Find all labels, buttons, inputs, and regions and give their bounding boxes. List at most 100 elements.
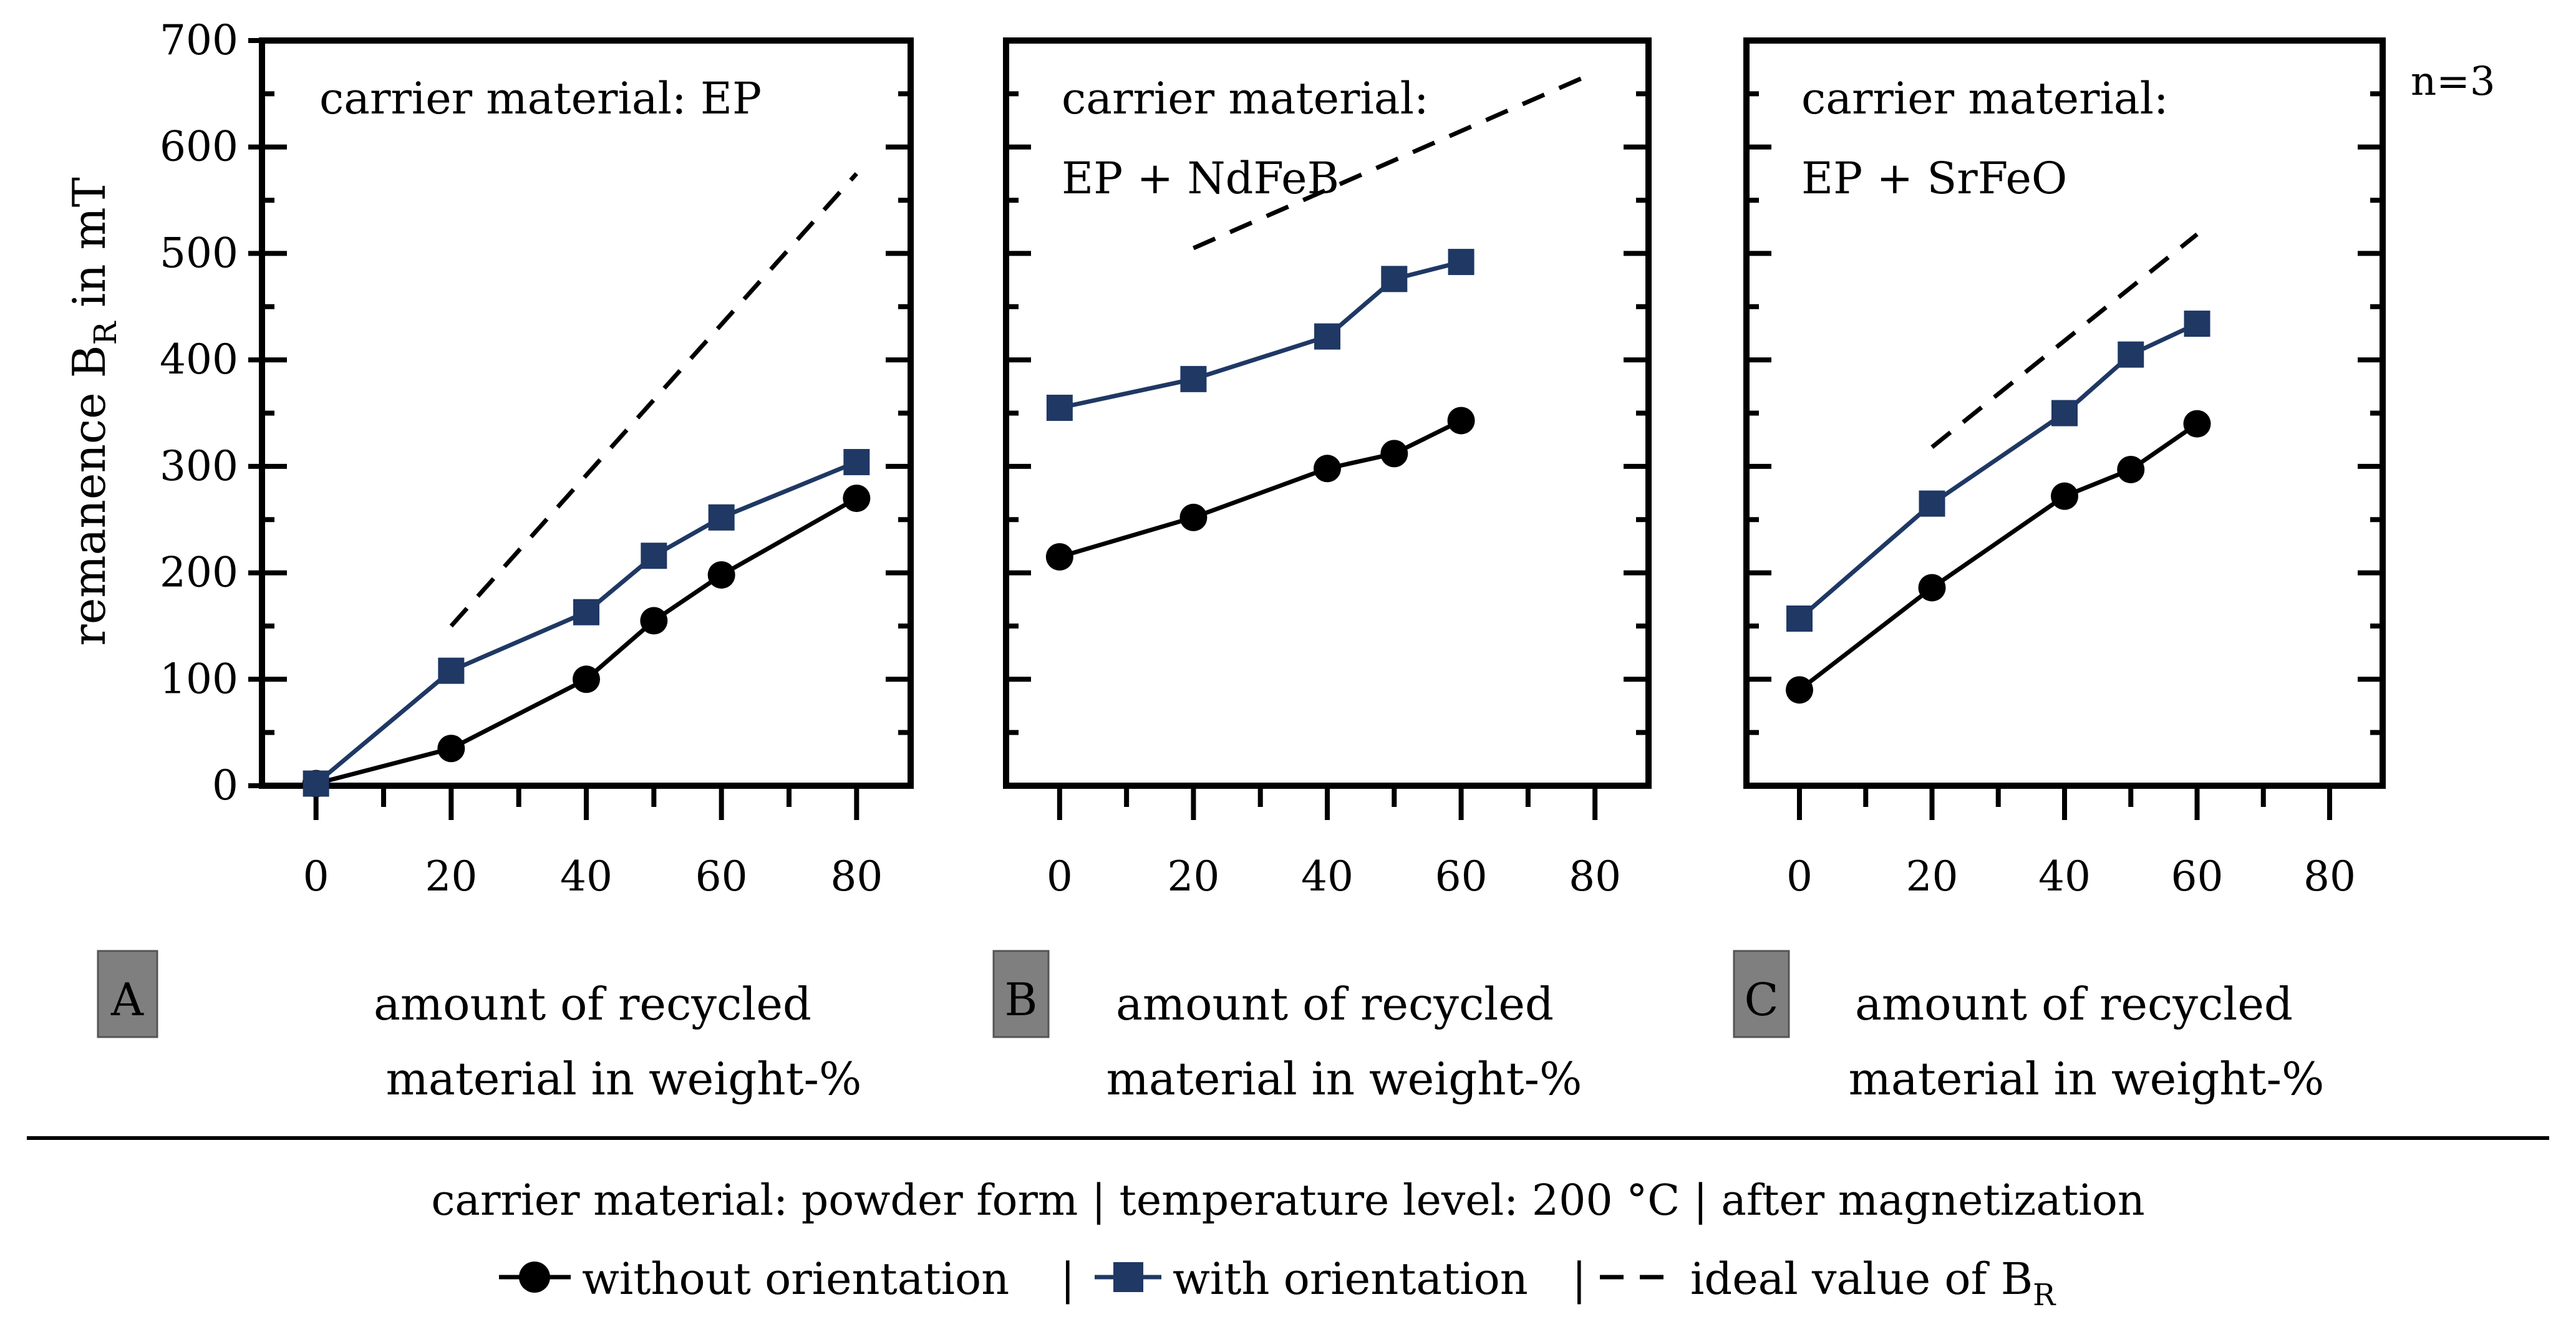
panel-b-annotation-line-2: EP + NdFeB	[1062, 153, 1339, 204]
panel-a-label: A	[110, 973, 144, 1026]
panel-c-x-tick-label-0: 0	[1786, 852, 1813, 900]
panel-b-with-orientation-point	[1046, 394, 1073, 421]
panel-b-without-orientation-point	[1179, 503, 1208, 531]
y-axis-title-main: remanence B	[63, 345, 115, 645]
panel-a-with-orientation-point	[843, 449, 870, 476]
panel-a-with-orientation-point	[641, 543, 667, 569]
panel-b-with-orientation-point	[1314, 323, 1340, 350]
panel-a-with-orientation-point	[573, 599, 599, 625]
panel-b-annotation-line-1: carrier material:	[1062, 73, 1429, 124]
panel-c-x-tick-label-20: 20	[1906, 852, 1959, 900]
legend-without-marker	[519, 1262, 550, 1293]
panel-b-y-major-ticks	[1006, 144, 1649, 682]
panel-a-x-tick-label-80: 80	[830, 852, 883, 900]
panel-a: carrier material: EP 0 20 40 60 80 A amount …	[97, 37, 914, 1105]
y-tick-labels: 0 100 200 300 400 500 600 700	[160, 16, 238, 809]
panel-b-y-minor-ticks	[1006, 91, 1649, 735]
panel-a-x-tick-label-20: 20	[425, 852, 477, 900]
panel-c-without-orientation-point	[1786, 676, 1813, 704]
panel-c-series	[1786, 232, 2211, 704]
panel-c-x-tick-label-80: 80	[2303, 852, 2356, 900]
panel-b: carrier material: EP + NdFeB 0 20 40 60 80 B…	[992, 37, 1652, 1105]
panel-a-y-minor-ticks	[262, 91, 911, 735]
panel-a-annotation-line-1: carrier material: EP	[319, 73, 762, 124]
panel-a-without-orientation-line	[315, 496, 858, 786]
panel-c-x-axis-title-line-1: amount of recycled	[1855, 978, 2293, 1030]
panel-a-x-axis-title-line-2: material in weight-%	[386, 1053, 862, 1105]
sample-size-note: n=3	[2411, 59, 2496, 105]
panel-b-x-tick-labels: 0 20 40 60 80	[1047, 852, 1621, 900]
panel-a-x-axis-title-line-1: amount of recycled	[374, 978, 811, 1030]
panel-c-without-orientation-point	[1918, 574, 1946, 602]
legend-ideal-label-main: ideal value of B	[1690, 1253, 2033, 1305]
panel-c-annotation-line-1: carrier material:	[1801, 73, 2169, 124]
legend-separator-2: |	[1572, 1253, 1587, 1305]
legend-ideal-label: ideal value of BR	[1690, 1253, 2056, 1313]
y-tick-label-300: 300	[160, 442, 238, 490]
panel-b-x-tick-label-80: 80	[1569, 852, 1621, 900]
panel-a-x-ticks	[313, 786, 859, 820]
panel-c-with-orientation-point	[1786, 605, 1813, 632]
panel-b-x-tick-label-0: 0	[1047, 852, 1073, 900]
panel-a-without-orientation-point	[640, 607, 668, 635]
legend-with-label: with orientation	[1173, 1253, 1528, 1305]
panel-c-without-orientation-point	[2051, 482, 2078, 510]
y-tick-label-500: 500	[160, 229, 238, 277]
panel-b-label-box	[992, 950, 1050, 1038]
panel-c-x-axis-title-line-2: material in weight-%	[1849, 1053, 2325, 1105]
panel-b-without-orientation-point	[1447, 407, 1475, 435]
panel-c-without-orientation-point	[2183, 410, 2211, 438]
panel-a-with-orientation-point	[303, 770, 329, 797]
y-tick-label-400: 400	[160, 335, 238, 384]
panel-c-with-orientation-point	[1919, 490, 1945, 517]
legend-with-marker	[1113, 1262, 1143, 1292]
panel-a-with-orientation-point	[438, 657, 465, 684]
panel-c-without-orientation-point	[2117, 455, 2145, 483]
panel-b-x-tick-label-20: 20	[1167, 852, 1219, 900]
panel-c-with-orientation-point	[2184, 311, 2210, 337]
legend-ideal-label-sub: R	[2033, 1278, 2056, 1313]
panel-b-x-tick-label-40: 40	[1301, 852, 1353, 900]
panel-a-x-tick-label-40: 40	[560, 852, 613, 900]
panel-c: carrier material: EP + SrFeO 0 20 40 60 80 C…	[1733, 37, 2386, 1105]
panel-a-without-orientation-point	[573, 665, 600, 693]
y-tick-label-0: 0	[212, 761, 238, 809]
y-axis-title: remanence BR in mT	[63, 177, 123, 645]
panel-a-x-tick-label-0: 0	[303, 852, 329, 900]
panel-c-annotation-line-2: EP + SrFeO	[1801, 153, 2067, 204]
panel-b-without-orientation-line	[1058, 418, 1463, 559]
panel-c-with-orientation-point	[2051, 400, 2078, 427]
y-tick-label-200: 200	[160, 549, 238, 597]
y-tick-label-700: 700	[160, 16, 238, 64]
panel-a-x-tick-label-60: 60	[695, 852, 748, 900]
y-tick-label-100: 100	[160, 655, 238, 703]
panel-a-y-major-ticks	[248, 38, 911, 788]
panel-b-label: B	[1005, 973, 1038, 1026]
panel-a-without-orientation-point	[843, 485, 871, 513]
panel-c-y-minor-ticks	[1746, 91, 2383, 735]
panel-b-ideal-line	[1192, 70, 1596, 251]
legend-without-label: without orientation	[582, 1253, 1009, 1305]
panel-b-with-orientation-point	[1448, 249, 1474, 276]
y-axis-title-sub: R	[87, 321, 123, 345]
legend-separator-1: |	[1060, 1253, 1075, 1305]
panel-b-with-orientation-point	[1381, 266, 1408, 292]
panel-c-label: C	[1744, 973, 1778, 1026]
legend: without orientation | with orientation |…	[499, 1253, 2056, 1313]
panel-b-without-orientation-point	[1045, 543, 1073, 571]
panel-a-series	[302, 172, 871, 798]
panel-c-x-tick-labels: 0 20 40 60 80	[1786, 852, 2356, 900]
panel-c-x-tick-label-40: 40	[2038, 852, 2091, 900]
panel-c-x-tick-label-60: 60	[2171, 852, 2224, 900]
panel-a-label-box	[97, 950, 158, 1038]
panel-b-without-orientation-point	[1314, 455, 1341, 483]
panel-c-with-orientation-point	[2118, 341, 2144, 368]
y-tick-label-600: 600	[160, 123, 238, 171]
panel-b-with-orientation-point	[1180, 365, 1207, 392]
footer-conditions: carrier material: powder form | temperat…	[431, 1176, 2144, 1225]
panel-a-x-tick-labels: 0 20 40 60 80	[303, 852, 883, 900]
panel-b-x-tick-label-60: 60	[1435, 852, 1488, 900]
y-axis-title-tail: in mT	[63, 177, 115, 321]
panel-a-without-orientation-point	[707, 561, 735, 589]
